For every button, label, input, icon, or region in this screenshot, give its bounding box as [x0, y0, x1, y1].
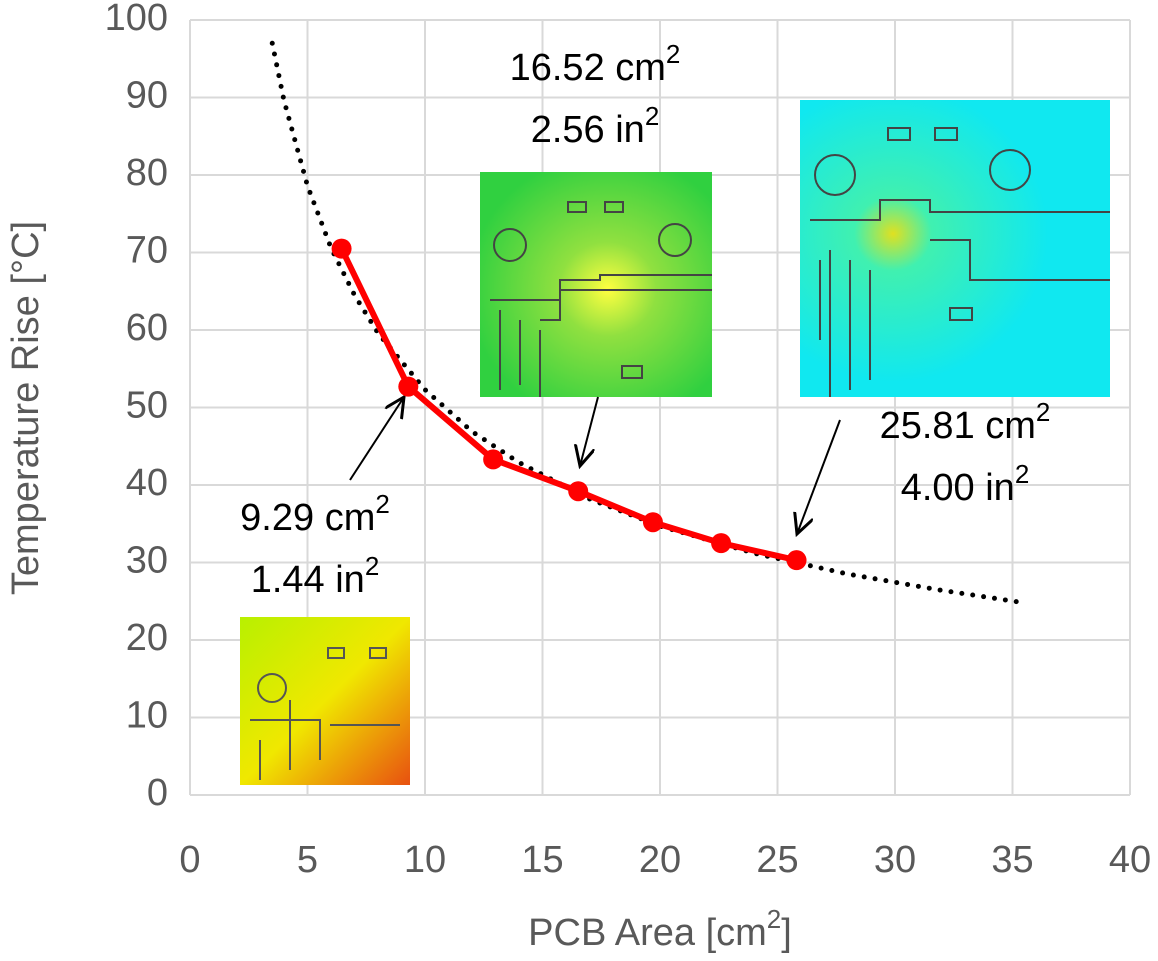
y-tick-label: 50 [126, 385, 168, 427]
data-point [787, 550, 807, 570]
annotation: 1.44 in2 [251, 551, 380, 601]
x-tick-label: 20 [639, 839, 681, 881]
y-axis-label: Temperature Rise [°C] [5, 221, 47, 595]
pcb-image-large [800, 100, 1110, 397]
y-tick-label: 70 [126, 230, 168, 272]
annotation-sup: 2 [645, 101, 659, 131]
x-tick-label: 15 [521, 839, 563, 881]
pcb-image-small [240, 617, 410, 785]
annotation-sup: 2 [365, 551, 379, 581]
annotation-sup: 2 [1036, 397, 1050, 427]
annotation-text: 9.29 cm [240, 497, 375, 539]
data-point [332, 239, 352, 259]
annotation-sup: 2 [1015, 459, 1029, 489]
data-point [398, 377, 418, 397]
annotation-text: 16.52 cm [510, 47, 666, 89]
annotation-sup: 2 [666, 39, 680, 69]
y-tick-label: 10 [126, 695, 168, 737]
x-axis-label-end: ] [781, 912, 792, 954]
chart: Temperature Rise [°C] PCB Area [cm2] 010… [0, 0, 1158, 961]
x-tick-label: 0 [179, 839, 200, 881]
annotation-text: 4.00 in [901, 467, 1015, 509]
y-tick-label: 0 [147, 772, 168, 814]
y-tick-label: 60 [126, 307, 168, 349]
data-point [711, 533, 731, 553]
x-tick-label: 25 [756, 839, 798, 881]
x-tick-label: 35 [991, 839, 1033, 881]
pcb-image-medium [480, 172, 712, 397]
x-axis-label: PCB Area [cm2] [528, 904, 792, 954]
annotation-text: 25.81 cm [880, 405, 1036, 447]
x-tick-label: 5 [297, 839, 318, 881]
data-point [568, 481, 588, 501]
y-tick-label: 100 [105, 0, 168, 39]
annotation: 4.00 in2 [901, 459, 1030, 509]
annotation: 9.29 cm2 [240, 489, 390, 539]
data-point [643, 512, 663, 532]
annotation: 25.81 cm2 [880, 397, 1051, 447]
arrows [350, 397, 840, 534]
y-tick-label: 30 [126, 540, 168, 582]
y-tick-label: 80 [126, 152, 168, 194]
y-tick-label: 20 [126, 617, 168, 659]
y-tick-label: 40 [126, 462, 168, 504]
x-axis-label-text: PCB Area [cm [528, 912, 767, 954]
x-tick-label: 30 [874, 839, 916, 881]
annotation-sup: 2 [375, 489, 389, 519]
x-tick-label: 10 [404, 839, 446, 881]
y-tick-label: 90 [126, 75, 168, 117]
annotation: 16.52 cm2 [510, 39, 681, 89]
annotation: 2.56 in2 [531, 101, 660, 151]
x-axis-label-sup: 2 [767, 904, 781, 934]
annotation-text: 1.44 in [251, 559, 365, 601]
x-tick-label: 40 [1109, 839, 1151, 881]
data-point [483, 449, 503, 469]
annotation-text: 2.56 in [531, 109, 645, 151]
